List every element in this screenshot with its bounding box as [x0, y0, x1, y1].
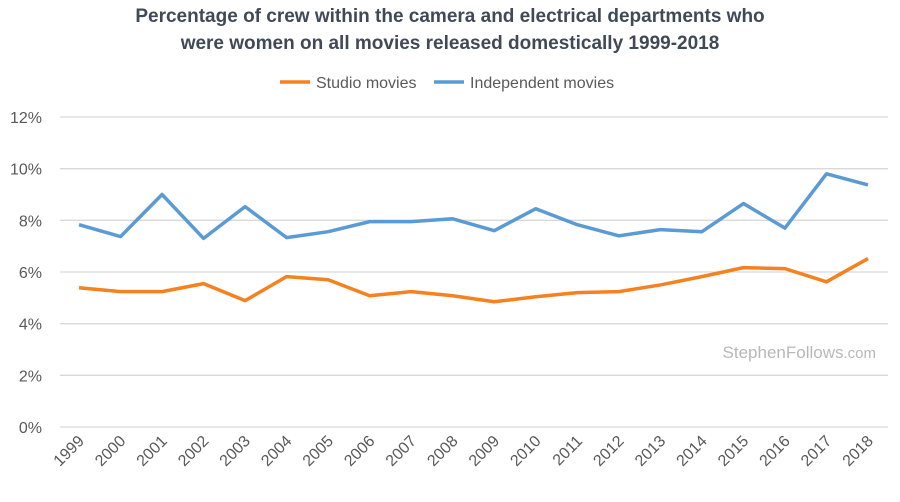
x-tick-label: 2001: [134, 433, 171, 470]
x-tick-label: 2014: [674, 433, 711, 470]
legend: Studio movies Independent movies: [280, 75, 614, 92]
series-lines: [79, 174, 868, 302]
y-tick-label: 8%: [19, 213, 42, 230]
chart-title-line-1: Percentage of crew within the camera and…: [135, 6, 764, 27]
y-axis: 0% 2% 4% 6% 8% 10% 12%: [10, 110, 42, 437]
x-tick-label: 2000: [92, 433, 129, 470]
x-tick-label: 2011: [550, 433, 586, 469]
x-tick-label: 2015: [715, 433, 752, 470]
x-tick-label: 2013: [632, 433, 669, 470]
x-tick-label: 2004: [258, 433, 295, 470]
x-tick-label: 2002: [175, 433, 212, 470]
y-tick-label: 0%: [19, 420, 42, 437]
x-tick-label: 2003: [217, 433, 254, 470]
x-tick-label: 2017: [798, 433, 835, 470]
x-tick-label: 2009: [466, 433, 503, 470]
chart-title-line-2: were women on all movies released domest…: [180, 33, 720, 54]
x-tick-label: 1999: [51, 433, 88, 470]
series-line-independent: [79, 174, 868, 239]
series-line-studio: [79, 259, 868, 302]
x-tick-label: 2008: [424, 433, 461, 470]
x-tick-label: 2010: [507, 433, 544, 470]
x-tick-label: 2007: [383, 433, 420, 470]
y-tick-label: 12%: [10, 110, 42, 127]
watermark: StephenFollows.com: [723, 343, 876, 362]
legend-label: Independent movies: [470, 75, 614, 92]
x-tick-label: 2016: [757, 433, 794, 470]
x-tick-label: 2018: [840, 433, 877, 470]
gridlines: [60, 117, 888, 427]
y-tick-label: 4%: [19, 317, 42, 334]
legend-label: Studio movies: [316, 75, 417, 92]
x-tick-label: 2006: [341, 433, 378, 470]
x-tick-label: 2012: [590, 433, 627, 470]
y-tick-label: 6%: [19, 265, 42, 282]
y-tick-label: 2%: [19, 368, 42, 385]
y-tick-label: 10%: [10, 162, 42, 179]
x-tick-label: 2005: [300, 433, 337, 470]
